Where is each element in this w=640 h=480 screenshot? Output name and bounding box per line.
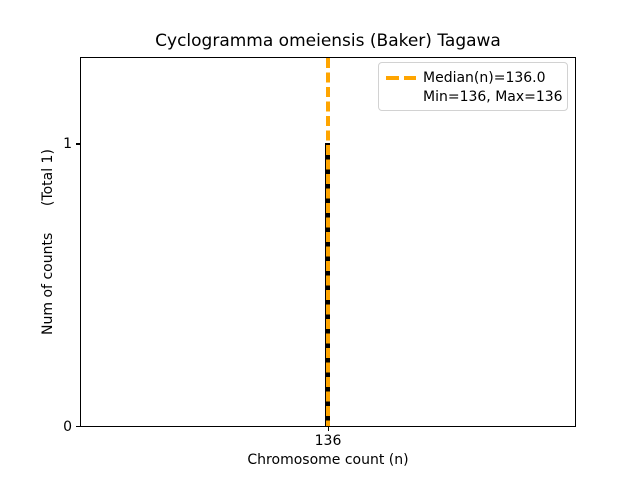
y-tick-label-0: 0 xyxy=(63,419,72,435)
x-tick-mark-136 xyxy=(327,427,329,431)
legend-entry-median: Median(n)=136.0 xyxy=(386,68,561,88)
y-tick-mark-1 xyxy=(76,143,80,145)
legend-empty-handle xyxy=(386,96,416,100)
legend-entry-minmax: Min=136, Max=136 xyxy=(386,88,563,108)
y-tick-label-1: 1 xyxy=(63,136,72,152)
x-tick-label-136: 136 xyxy=(314,433,342,449)
plot-area: Median(n)=136.0 Min=136, Max=136 xyxy=(76,57,576,431)
median-line xyxy=(326,58,330,426)
legend: Median(n)=136.0 Min=136, Max=136 xyxy=(378,62,568,111)
legend-minmax-label: Min=136, Max=136 xyxy=(423,89,563,106)
median-dash-icon xyxy=(386,76,416,80)
y-axis-label: Num of counts (Total 1) xyxy=(40,149,56,335)
chart-title: Cyclogramma omeiensis (Baker) Tagawa xyxy=(155,31,501,51)
x-axis-label: Chromosome count (n) xyxy=(247,452,409,468)
y-tick-mark-0 xyxy=(76,425,80,427)
legend-median-label: Median(n)=136.0 xyxy=(423,69,546,86)
